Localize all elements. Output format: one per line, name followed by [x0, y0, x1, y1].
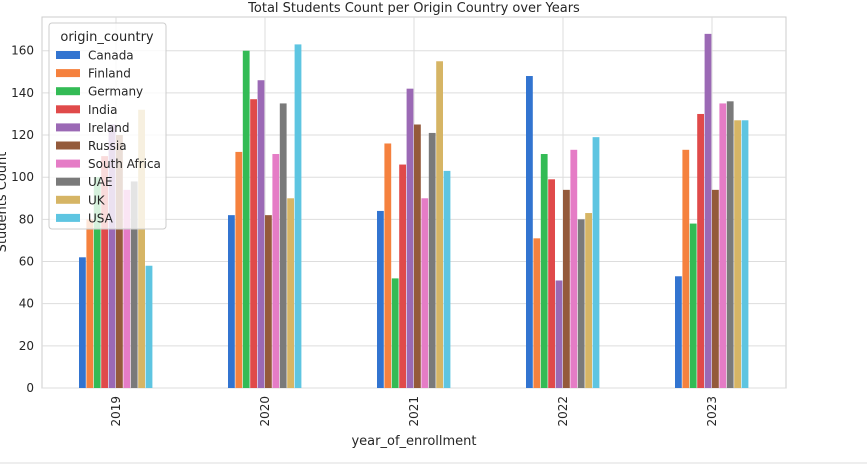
bar-india-2019 — [101, 156, 108, 388]
bar-india-2021 — [399, 164, 406, 388]
y-tick-label: 80 — [19, 212, 34, 226]
legend-swatch — [56, 69, 80, 78]
y-tick-label: 140 — [11, 86, 34, 100]
legend-swatch — [56, 123, 80, 132]
bar-uk-2023 — [734, 120, 741, 389]
bar-uk-2022 — [585, 213, 592, 388]
bar-ireland-2020 — [257, 80, 265, 388]
legend-swatch — [56, 141, 80, 150]
y-tick-label: 20 — [19, 339, 34, 353]
bar-finland-2023 — [682, 149, 690, 388]
bar-india-2022 — [548, 179, 555, 388]
y-tick-label: 60 — [19, 255, 34, 269]
x-tick-label: 2019 — [109, 396, 123, 427]
bar-ireland-2023 — [704, 33, 712, 388]
bar-russia-2020 — [265, 215, 272, 388]
bar-uae-2023 — [726, 101, 734, 389]
x-tick-label: 2021 — [407, 396, 421, 427]
bar-canada-2020 — [228, 215, 235, 388]
legend-swatch — [56, 195, 80, 204]
legend-title: origin_country — [60, 30, 154, 45]
bar-russia-2022 — [563, 189, 570, 388]
bar-uae-2020 — [279, 103, 287, 388]
x-tick-labels: 2019 2020 2021 2022 2023 — [109, 396, 719, 427]
bar-usa-2019 — [145, 265, 153, 388]
bar-ireland-2022 — [555, 280, 563, 388]
bar-india-2023 — [697, 113, 704, 388]
legend-swatch — [56, 159, 80, 168]
legend-swatch — [56, 213, 80, 222]
bar-germany-2022 — [540, 154, 548, 388]
bar-south-africa-2019 — [123, 189, 131, 388]
y-tick-label: 100 — [11, 170, 34, 184]
bars-group — [79, 33, 749, 389]
bar-canada-2023 — [675, 276, 682, 388]
x-tick-label: 2020 — [258, 396, 272, 427]
bar-germany-2023 — [689, 223, 697, 388]
bar-uae-2021 — [428, 132, 436, 388]
bar-usa-2021 — [443, 170, 451, 388]
legend-swatch — [56, 177, 80, 186]
y-tick-label: 120 — [11, 128, 34, 142]
bar-uk-2020 — [287, 198, 294, 388]
bar-finland-2020 — [235, 151, 243, 388]
bar-south-africa-2020 — [272, 154, 280, 388]
bar-germany-2020 — [242, 50, 250, 389]
legend-label: South Africa — [88, 157, 161, 171]
y-tick-label: 0 — [26, 381, 34, 395]
legend-label: UK — [88, 193, 106, 207]
bar-south-africa-2023 — [719, 103, 727, 388]
bar-russia-2023 — [712, 189, 719, 388]
legend-swatch — [56, 87, 80, 96]
y-tick-label: 40 — [19, 297, 34, 311]
bar-uae-2019 — [130, 181, 138, 388]
y-tick-labels: 0 20 40 60 80 100 120 140 160 — [11, 44, 34, 395]
bar-russia-2019 — [116, 135, 123, 388]
bar-uae-2022 — [577, 219, 585, 388]
y-tick-label: 160 — [11, 44, 34, 58]
legend-label: Germany — [88, 85, 143, 99]
legend-swatch — [56, 105, 80, 114]
bar-ireland-2021 — [406, 88, 414, 388]
chart-title: Total Students Count per Origin Country … — [247, 1, 580, 16]
bar-canada-2019 — [79, 257, 86, 388]
y-axis-label: Students Count — [0, 152, 10, 253]
bar-usa-2023 — [741, 120, 749, 389]
bar-canada-2022 — [526, 76, 533, 388]
x-tick-label: 2022 — [556, 396, 570, 427]
x-tick-label: 2023 — [705, 396, 719, 427]
bar-uk-2021 — [436, 61, 443, 389]
bar-canada-2021 — [377, 210, 384, 388]
legend-label: USA — [88, 211, 114, 225]
legend-label: UAE — [88, 175, 113, 189]
legend-label: Ireland — [88, 121, 130, 135]
bar-finland-2021 — [384, 143, 392, 388]
bar-germany-2019 — [93, 177, 101, 388]
bar-ireland-2019 — [108, 124, 116, 389]
bar-finland-2022 — [533, 238, 541, 388]
bar-uk-2019 — [138, 109, 145, 388]
bar-usa-2020 — [294, 44, 302, 388]
bar-germany-2021 — [391, 278, 399, 388]
legend-swatch — [56, 51, 80, 59]
legend: origin_country Canada Finland Germany India… — [48, 22, 167, 230]
bar-usa-2022 — [592, 137, 600, 388]
legend-label: Finland — [88, 67, 131, 81]
legend-items: Canada Finland Germany India Ireland Russia So… — [56, 49, 161, 225]
bar-south-africa-2021 — [421, 198, 429, 388]
legend-label: Canada — [88, 49, 134, 63]
legend-label: India — [88, 103, 117, 117]
bar-south-africa-2022 — [570, 149, 578, 388]
bar-russia-2021 — [414, 124, 421, 389]
bar-india-2020 — [250, 99, 257, 388]
bar-finland-2019 — [86, 219, 94, 388]
x-axis-label: year_of_enrollment — [351, 434, 476, 449]
legend-label: Russia — [88, 139, 127, 153]
